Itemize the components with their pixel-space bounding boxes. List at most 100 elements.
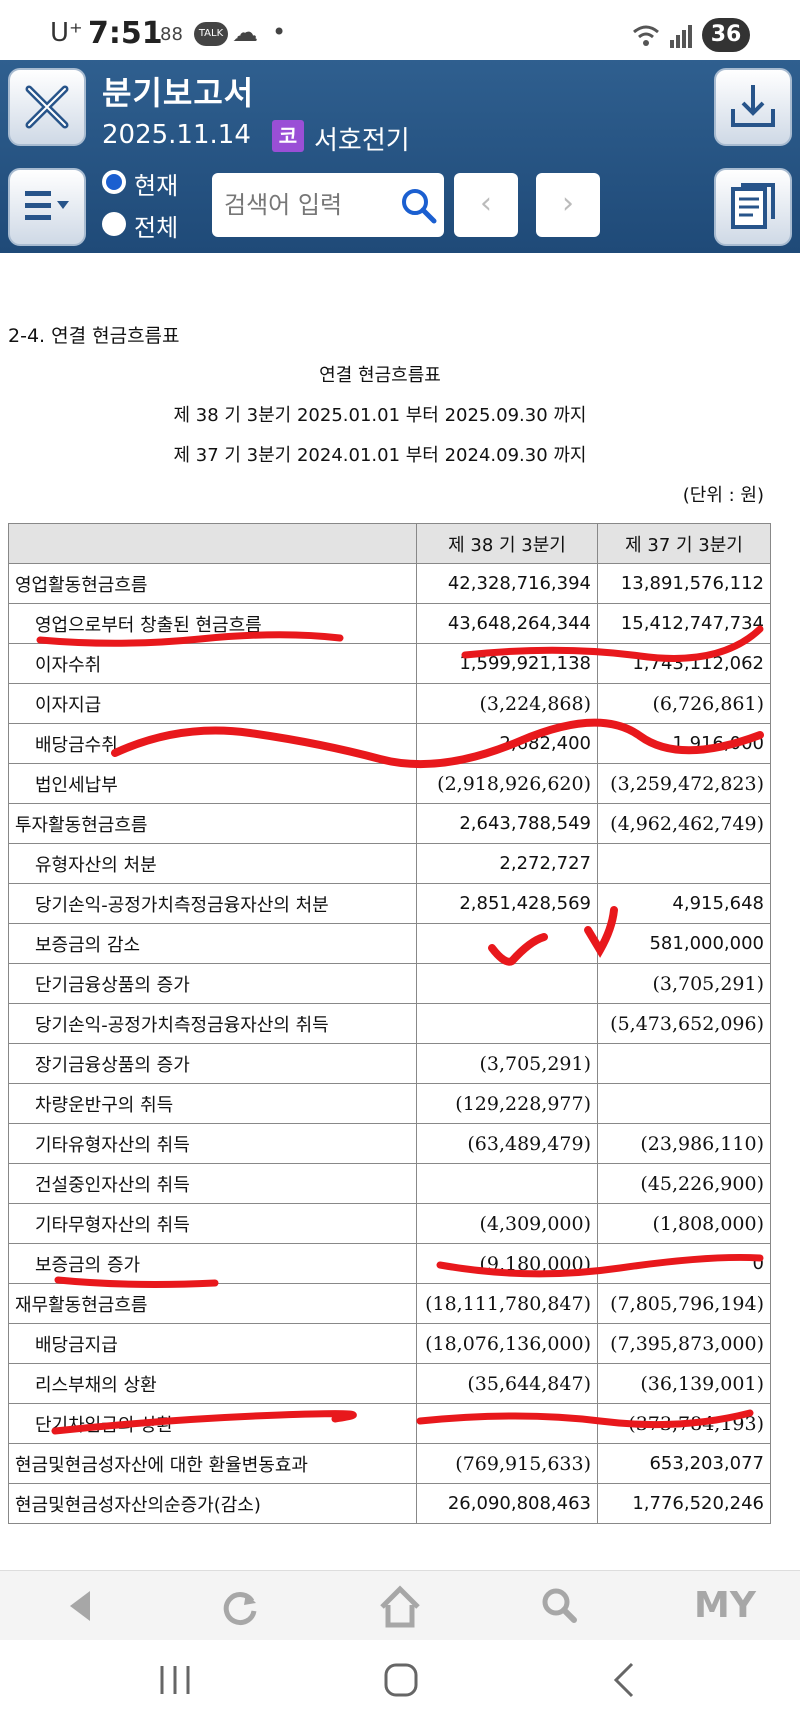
search-icon[interactable] (400, 187, 438, 225)
table-row: 기타무형자산의 취득 (4,309,000) (1,808,000) (8, 1203, 771, 1244)
prior-period-value: (6,726,861) (597, 683, 771, 724)
account-name: 보증금의 증가 (8, 1243, 417, 1284)
current-period-value: (35,644,847) (416, 1363, 598, 1404)
document-view[interactable]: 2-4. 연결 현금흐름표 연결 현금흐름표 제 38 기 3분기 2025.0… (0, 253, 800, 1570)
download-icon (731, 85, 775, 127)
back-button[interactable] (50, 1581, 110, 1631)
prior-period-value: (7,395,873,000) (597, 1323, 771, 1364)
cloud-icon: ☁ (232, 18, 258, 48)
wifi-signal-icon (633, 25, 692, 48)
current-period-value (416, 963, 598, 1004)
account-name: 영업활동현금흐름 (8, 563, 417, 604)
prior-period-value (597, 1043, 771, 1084)
account-name: 유형자산의 처분 (8, 843, 417, 884)
current-period-value: (18,076,136,000) (416, 1323, 598, 1364)
current-period-value: (2,918,926,620) (416, 763, 598, 804)
account-name: 단기금융상품의 증가 (8, 963, 417, 1004)
account-name: 기타무형자산의 취득 (8, 1203, 417, 1244)
table-row: 투자활동현금흐름 2,643,788,549 (4,962,462,749) (8, 803, 771, 844)
table-row: 재무활동현금흐름 (18,111,780,847) (7,805,796,194) (8, 1283, 771, 1324)
table-row: 차량운반구의 취득 (129,228,977) (8, 1083, 771, 1124)
prior-period-value: (4,962,462,749) (597, 803, 771, 844)
current-period-value (416, 1403, 598, 1444)
scope-all-radio[interactable] (102, 212, 126, 236)
table-row: 이자수취 1,599,921,138 1,743,112,062 (8, 643, 771, 684)
table-row: 장기금융상품의 증가 (3,705,291) (8, 1043, 771, 1084)
table-row: 이자지급 (3,224,868) (6,726,861) (8, 683, 771, 724)
current-period-value: 2,272,727 (416, 843, 598, 884)
account-name: 이자지급 (8, 683, 417, 724)
refresh-button[interactable] (210, 1581, 270, 1631)
current-period-value: 26,090,808,463 (416, 1483, 598, 1524)
account-name: 영업으로부터 창출된 현금흐름 (8, 603, 417, 644)
current-period-value: (9,180,000) (416, 1243, 598, 1284)
period-prior: 제 37 기 3분기 2024.01.01 부터 2024.09.30 까지 (173, 445, 587, 466)
report-title: 분기보고서 (102, 74, 255, 112)
prior-period-value: 1,743,112,062 (597, 643, 771, 684)
table-row: 영업으로부터 창출된 현금흐름 43,648,264,344 15,412,747,… (8, 603, 771, 644)
account-name: 재무활동현금흐름 (8, 1283, 417, 1324)
prior-period-value: (1,808,000) (597, 1203, 771, 1244)
search-input[interactable] (224, 173, 394, 237)
recent-apps-icon[interactable] (150, 1660, 200, 1700)
table-row: 법인세납부 (2,918,926,620) (3,259,472,823) (8, 763, 771, 804)
table-row: 건설중인자산의 취득 (45,226,900) (8, 1163, 771, 1204)
table-row: 현금및현금성자산의순증가(감소) 26,090,808,463 1,776,520,… (8, 1483, 771, 1524)
scope-all-label: 전체 (134, 214, 179, 242)
status-bar: U⁺ 7:51 88 TALK ☁ • 36 (0, 0, 800, 60)
current-period-value: 2,643,788,549 (416, 803, 598, 844)
close-button[interactable] (8, 68, 86, 146)
account-name: 단기차입금의 상환 (8, 1403, 417, 1444)
table-row: 리스부채의 상환 (35,644,847) (36,139,001) (8, 1363, 771, 1404)
prior-period-value: 0 (597, 1243, 771, 1284)
account-name: 장기금융상품의 증가 (8, 1043, 417, 1084)
prior-period-value (597, 843, 771, 884)
table-row: 보증금의 감소 581,000,000 (8, 923, 771, 964)
system-nav-bar (0, 1640, 800, 1713)
kakaotalk-icon: TALK (194, 22, 228, 46)
back-triangle-icon (70, 1591, 90, 1621)
current-period-value: 42,328,716,394 (416, 563, 598, 604)
bottom-toolbar: MY (0, 1570, 800, 1641)
current-period-value: (63,489,479) (416, 1123, 598, 1164)
current-period-value: (18,111,780,847) (416, 1283, 598, 1324)
current-period-value: (3,705,291) (416, 1043, 598, 1084)
scope-current-radio[interactable] (102, 170, 126, 194)
status-time: 7:51 (88, 16, 163, 51)
menu-list-icon (25, 191, 69, 220)
document-list-icon (731, 183, 775, 229)
current-period-value: (3,224,868) (416, 683, 598, 724)
table-row: 기타유형자산의 취득 (63,489,479) (23,986,110) (8, 1123, 771, 1164)
apps-notification-icon: 88 (160, 24, 183, 45)
prior-period-value: (5,473,652,096) (597, 1003, 771, 1044)
header-current-period: 제 38 기 3분기 (416, 523, 598, 564)
prior-period-value: (3,259,472,823) (597, 763, 771, 804)
home-button[interactable] (370, 1581, 430, 1631)
next-result-button[interactable]: › (536, 173, 600, 237)
account-name: 당기손익-공정가치측정금융자산의 처분 (8, 883, 417, 924)
refresh-icon (223, 1592, 257, 1626)
header-prior-period: 제 37 기 3분기 (597, 523, 771, 564)
notification-dot-icon: • (272, 18, 287, 46)
back-system-icon[interactable] (600, 1658, 650, 1702)
table-row: 유형자산의 처분 2,272,727 (8, 843, 771, 884)
my-menu-button[interactable]: MY (694, 1585, 756, 1626)
account-name: 리스부채의 상환 (8, 1363, 417, 1404)
menu-button[interactable] (8, 168, 86, 246)
prior-period-value: (36,139,001) (597, 1363, 771, 1404)
table-row: 단기금융상품의 증가 (3,705,291) (8, 963, 771, 1004)
download-button[interactable] (714, 68, 792, 146)
prior-period-value: (7,805,796,194) (597, 1283, 771, 1324)
current-period-value (416, 1003, 598, 1044)
home-system-icon[interactable] (376, 1658, 426, 1702)
market-badge: 코 (272, 120, 304, 152)
table-row: 배당금수취 2,682,400 1,916,000 (8, 723, 771, 764)
current-period-value: (129,228,977) (416, 1083, 598, 1124)
company-name: 서호전기 (314, 126, 410, 156)
battery-indicator: 36 (702, 18, 750, 52)
current-period-value (416, 923, 598, 964)
prev-result-button[interactable]: ‹ (454, 173, 518, 237)
document-list-button[interactable] (714, 168, 792, 246)
table-header-row: 제 38 기 3분기 제 37 기 3분기 (8, 523, 771, 564)
toolbar-search-button[interactable] (530, 1581, 590, 1631)
